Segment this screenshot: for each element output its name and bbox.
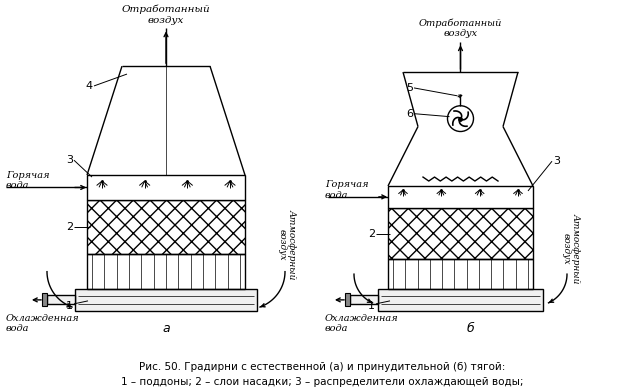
Bar xyxy=(378,289,543,311)
Bar xyxy=(350,296,378,304)
Text: 1: 1 xyxy=(66,301,73,311)
Text: Атмосферный
воздух: Атмосферный воздух xyxy=(562,213,581,283)
Text: 1 – поддоны; 2 – слои насадки; 3 – распределители охлаждающей воды;: 1 – поддоны; 2 – слои насадки; 3 – распр… xyxy=(120,377,523,387)
Bar xyxy=(388,208,533,259)
Text: Рис. 50. Градирни с естественной (а) и принудительной (б) тягой:: Рис. 50. Градирни с естественной (а) и п… xyxy=(139,362,505,372)
Bar xyxy=(87,200,245,254)
Text: 3: 3 xyxy=(553,156,560,166)
Text: 6: 6 xyxy=(406,109,413,119)
Bar xyxy=(47,296,75,304)
Bar xyxy=(75,289,257,311)
Text: Горячая
вода: Горячая вода xyxy=(325,180,368,200)
Text: 4: 4 xyxy=(86,81,93,91)
Text: 3: 3 xyxy=(66,155,73,165)
Text: а: а xyxy=(162,322,170,335)
Text: Охлажденная
вода: Охлажденная вода xyxy=(6,314,80,333)
Text: б: б xyxy=(467,322,475,335)
Text: 5: 5 xyxy=(406,83,413,93)
Text: 2: 2 xyxy=(66,222,73,232)
Text: Охлажденная
вода: Охлажденная вода xyxy=(325,314,399,333)
Text: 1: 1 xyxy=(368,301,375,311)
Text: 2: 2 xyxy=(368,229,375,238)
Bar xyxy=(345,294,350,306)
Text: Отработанный
воздух: Отработанный воздух xyxy=(419,18,502,38)
Bar xyxy=(42,294,47,306)
Bar xyxy=(87,175,245,200)
Text: Атмосферный
воздух: Атмосферный воздух xyxy=(278,209,297,279)
Text: Горячая
вода: Горячая вода xyxy=(6,171,50,190)
Bar xyxy=(388,186,533,208)
Text: Отработанный
воздух: Отработанный воздух xyxy=(122,5,211,25)
